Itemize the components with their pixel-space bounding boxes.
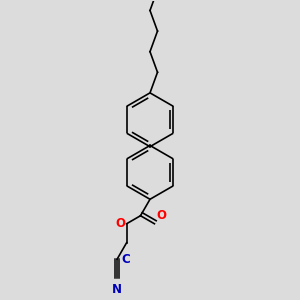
Text: N: N	[112, 284, 122, 296]
Text: C: C	[121, 253, 130, 266]
Text: O: O	[115, 217, 125, 230]
Text: O: O	[156, 209, 166, 222]
